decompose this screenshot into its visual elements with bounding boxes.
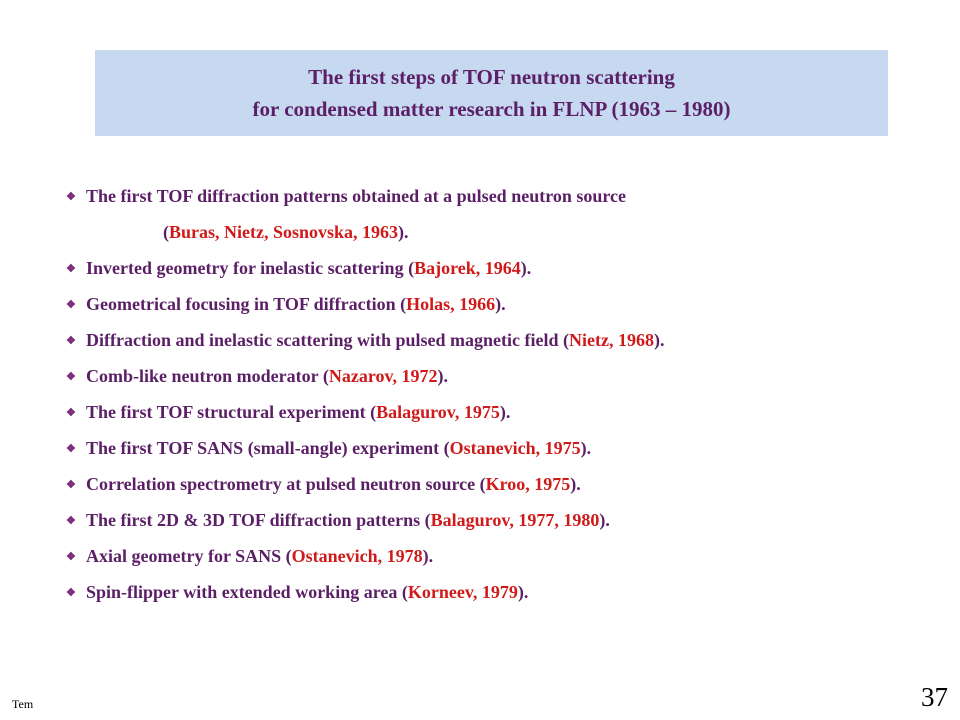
list-item: ❖ The first TOF diffraction patterns obt…	[66, 178, 946, 214]
item-text-end: ).	[653, 329, 665, 350]
item-text-end: ).	[520, 257, 532, 278]
list-item: ❖ Comb-like neutron moderator (Nazarov, …	[66, 358, 946, 394]
item-text: The first 2D & 3D TOF diffraction patter…	[86, 509, 431, 530]
list-item: ❖ Inverted geometry for inelastic scatte…	[66, 250, 946, 286]
item-text-end: ).	[499, 401, 511, 422]
bullet-diamond-icon: ❖	[66, 514, 76, 527]
bullet-diamond-icon: ❖	[66, 478, 76, 491]
bullet-diamond-icon: ❖	[66, 442, 76, 455]
item-author: Kroo, 1975	[485, 473, 571, 494]
list-item: ❖ Spin-flipper with extended working are…	[66, 574, 946, 610]
bullet-diamond-icon: ❖	[66, 262, 76, 275]
title-box: The first steps of TOF neutron scatterin…	[95, 50, 888, 136]
list-item: ❖ Correlation spectrometry at pulsed neu…	[66, 466, 946, 502]
item-text-end: ).	[599, 509, 610, 530]
bullet-diamond-icon: ❖	[66, 190, 76, 203]
item-author: Buras, Nietz, Sosnovska, 1963	[169, 221, 399, 242]
item-author: Nietz, 1968	[568, 329, 654, 350]
item-text: The first TOF SANS (small-angle) experim…	[86, 437, 450, 458]
item-text-end: ).	[517, 581, 529, 602]
item-text-end: ).	[422, 545, 434, 566]
list-item: ❖ Axial geometry for SANS (Ostanevich, 1…	[66, 538, 946, 574]
item-text: Correlation spectrometry at pulsed neutr…	[86, 473, 486, 494]
bullet-list: ❖ The first TOF diffraction patterns obt…	[66, 178, 946, 610]
item-text: Geometrical focusing in TOF diffraction …	[86, 293, 407, 314]
item-text-end: ).	[437, 365, 449, 386]
item-text: Diffraction and inelastic scattering wit…	[86, 329, 569, 350]
item-text-end: ).	[398, 221, 409, 242]
bullet-diamond-icon: ❖	[66, 334, 76, 347]
list-item: ❖ The first 2D & 3D TOF diffraction patt…	[66, 502, 946, 538]
item-text: The first TOF diffraction patterns obtai…	[86, 185, 627, 206]
list-item: ❖ The first TOF SANS (small-angle) exper…	[66, 430, 946, 466]
item-text: (	[163, 221, 169, 242]
item-author: Bajorek, 1964	[414, 257, 521, 278]
bullet-diamond-icon: ❖	[66, 406, 76, 419]
page-number: 37	[921, 682, 948, 712]
list-item: ❖ Diffraction and inelastic scattering w…	[66, 322, 946, 358]
item-author: Balagurov, 1977, 1980	[430, 509, 600, 530]
bullet-diamond-icon: ❖	[66, 586, 76, 599]
item-author: Balagurov, 1975	[376, 401, 500, 422]
title-line-1: The first steps of TOF neutron scatterin…	[308, 65, 675, 89]
item-text-end: ).	[495, 293, 506, 314]
item-text: Axial geometry for SANS (	[86, 545, 292, 566]
list-item-continuation: (Buras, Nietz, Sosnovska, 1963).	[66, 214, 946, 250]
list-item: ❖ Geometrical focusing in TOF diffractio…	[66, 286, 946, 322]
item-author: Ostanevich, 1975	[449, 437, 581, 458]
bullet-diamond-icon: ❖	[66, 550, 76, 563]
footer-text: Tem	[12, 697, 34, 711]
list-item: ❖ The first TOF structural experiment (B…	[66, 394, 946, 430]
item-author: Ostanevich, 1978	[291, 545, 423, 566]
item-text-end: ).	[580, 437, 592, 458]
item-text: Inverted geometry for inelastic scatteri…	[86, 257, 415, 278]
item-text-end: ).	[570, 473, 581, 494]
title-line-2: for condensed matter research in FLNP (1…	[252, 97, 731, 121]
item-text: The first TOF structural experiment (	[86, 401, 377, 422]
item-author: Korneev, 1979	[407, 581, 518, 602]
item-author: Holas, 1966	[406, 293, 496, 314]
bullet-diamond-icon: ❖	[66, 298, 76, 311]
item-text: Comb-like neutron moderator (	[86, 365, 329, 386]
item-author: Nazarov, 1972	[328, 365, 438, 386]
item-text: Spin-flipper with extended working area …	[86, 581, 408, 602]
bullet-diamond-icon: ❖	[66, 370, 76, 383]
